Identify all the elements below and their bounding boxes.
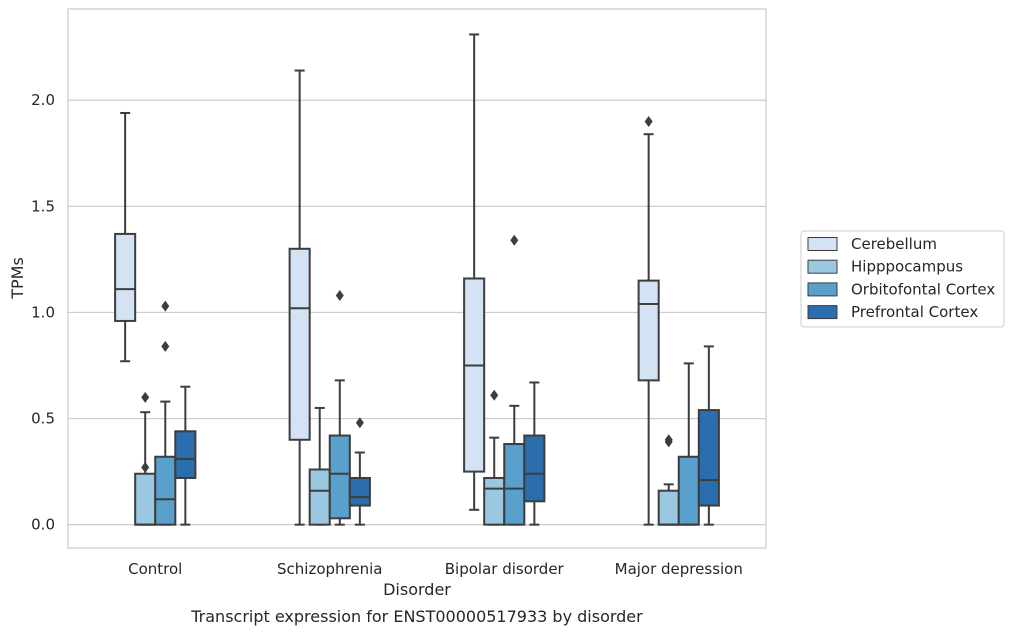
legend-label: Orbitofontal Cortex bbox=[851, 280, 995, 298]
box bbox=[637, 279, 660, 382]
box bbox=[328, 434, 351, 520]
legend-swatch bbox=[807, 282, 838, 297]
box bbox=[154, 455, 177, 526]
outlier-point bbox=[664, 434, 673, 446]
legend-label: Prefrontal Cortex bbox=[851, 303, 978, 321]
x-axis-title: Disorder bbox=[383, 580, 451, 599]
outlier-point bbox=[161, 340, 170, 352]
category-group bbox=[637, 115, 720, 526]
legend-swatch bbox=[807, 237, 838, 251]
y-tick-label: 1.0 bbox=[31, 303, 55, 321]
y-axis-title: TPMs bbox=[8, 257, 27, 300]
x-tick-label: Bipolar disorder bbox=[445, 560, 565, 578]
chart-caption: Transcript expression for ENST0000051793… bbox=[190, 607, 643, 626]
plot-frame bbox=[67, 8, 767, 549]
x-tick-label: Control bbox=[128, 560, 182, 578]
outlier-point bbox=[644, 115, 653, 127]
y-tick-label: 0.0 bbox=[31, 516, 55, 534]
legend-label: Cerebellum bbox=[851, 235, 937, 253]
y-tick-label: 2.0 bbox=[31, 91, 55, 109]
box bbox=[134, 472, 157, 526]
category-group bbox=[288, 69, 371, 526]
outlier-point bbox=[355, 417, 364, 429]
legend-box bbox=[800, 230, 1005, 328]
box bbox=[677, 455, 700, 526]
box bbox=[657, 489, 680, 526]
y-tick-label: 0.5 bbox=[31, 410, 55, 428]
outlier-point bbox=[490, 389, 499, 401]
box bbox=[114, 232, 137, 322]
box bbox=[288, 247, 311, 441]
outlier-point bbox=[141, 461, 150, 473]
category-group bbox=[463, 33, 546, 526]
box bbox=[697, 409, 720, 507]
box bbox=[463, 277, 486, 473]
outlier-point bbox=[335, 289, 344, 301]
legend-label: Hipppocampus bbox=[851, 258, 963, 276]
box bbox=[503, 443, 526, 526]
legend: Cerebellum Hipppocampus Orbitofontal Corte… bbox=[800, 230, 1005, 328]
box bbox=[174, 430, 197, 479]
x-tick-label: Major depression bbox=[615, 560, 743, 578]
box bbox=[308, 468, 331, 526]
box-groups bbox=[114, 33, 720, 526]
legend-swatch bbox=[807, 305, 838, 320]
outlier-point bbox=[141, 391, 150, 403]
y-tick-label: 1.5 bbox=[31, 197, 55, 215]
box bbox=[483, 476, 506, 526]
x-tick-labels: Control Schizophrenia Bipolar disorder Majo… bbox=[128, 560, 743, 578]
category-group bbox=[114, 111, 197, 526]
outlier-point bbox=[510, 234, 519, 246]
outlier-point bbox=[161, 300, 170, 312]
x-tick-label: Schizophrenia bbox=[277, 560, 382, 578]
box bbox=[348, 476, 371, 507]
box bbox=[523, 434, 546, 503]
y-tick-labels: 0.0 0.5 1.0 1.5 2.0 bbox=[31, 91, 55, 533]
legend-swatch bbox=[807, 259, 838, 274]
